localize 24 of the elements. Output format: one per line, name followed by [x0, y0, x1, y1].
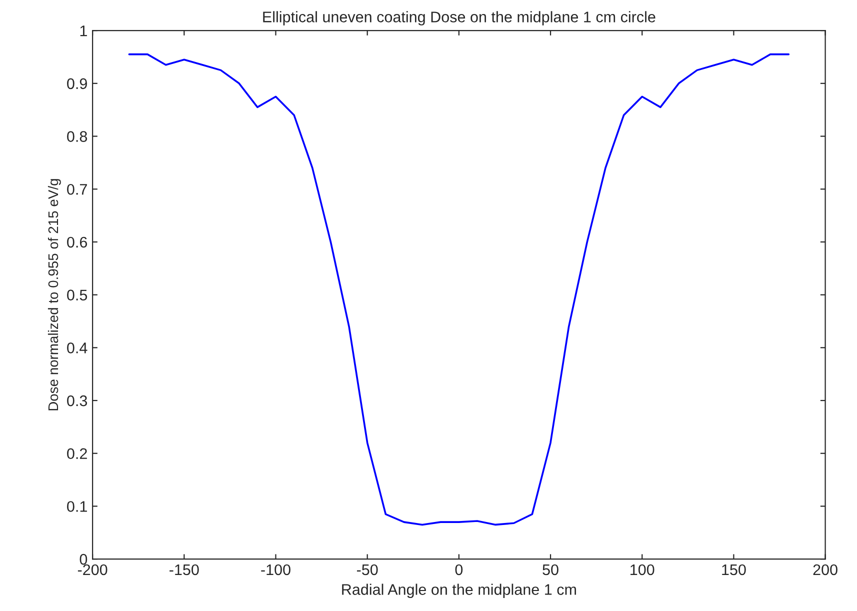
x-tick-label: -200 [78, 564, 108, 576]
y-tick-label: 0 [80, 554, 88, 565]
y-tick-label: 0.1 [67, 501, 87, 512]
y-tick-label: 0.9 [67, 78, 87, 90]
y-tick-label: 0.4 [67, 342, 88, 354]
x-axis-title: Radial Angle on the midplane 1 cm [342, 584, 576, 598]
x-tick-label: 150 [722, 564, 746, 576]
y-tick-label: 0.3 [67, 395, 88, 406]
line-series [128, 53, 790, 526]
y-tick-label: 0.7 [67, 184, 87, 195]
y-axis-title: Dose normalized to 0.955 of 215 eV/g [48, 179, 61, 410]
x-tick-label: -150 [170, 564, 199, 576]
y-tick-label: 0.6 [67, 236, 88, 248]
x-tick-label: 50 [542, 564, 558, 576]
y-tick-label: 0.8 [67, 131, 88, 142]
x-tick-label: 100 [630, 564, 654, 576]
y-tick-label: 0.5 [67, 290, 88, 300]
x-tick-label: -100 [261, 564, 290, 576]
chart-title: Elliptical uneven coating Dose on the midplane 1 cm circle [263, 11, 656, 26]
y-tick-label: 0.2 [67, 448, 87, 460]
x-tick-label: 0 [455, 564, 463, 576]
y-tick-label: 1 [80, 26, 87, 36]
x-tick-label: 200 [813, 564, 838, 576]
x-tick-label: -50 [356, 564, 378, 576]
